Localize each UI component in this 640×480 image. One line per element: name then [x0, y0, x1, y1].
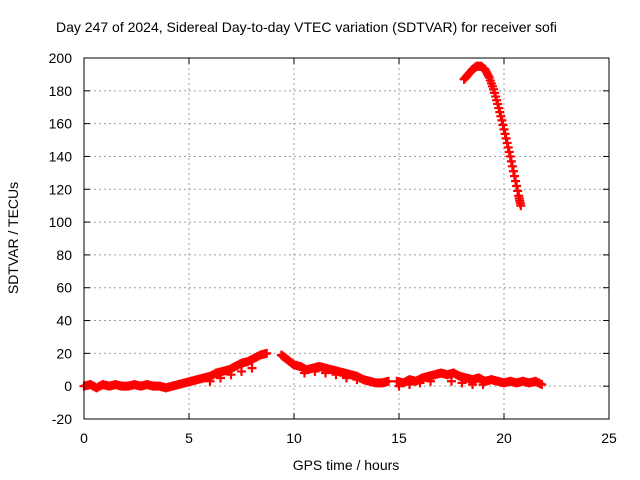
data-point: [384, 376, 393, 386]
y-tick-label: 20: [56, 345, 72, 361]
tick-layer: 0 5 10 15 20 25 -20 0 20 40 60 80 100 120 140 160 180 200: [49, 50, 617, 446]
y-tick-label: 140: [49, 148, 73, 164]
data-point: [405, 380, 414, 390]
grid-layer: [84, 58, 609, 419]
data-layer: [79, 61, 547, 393]
y-tick-label: 180: [49, 83, 73, 99]
y-tick-label: 40: [56, 313, 72, 329]
x-tick-label: 25: [601, 430, 617, 446]
y-tick-label: 200: [49, 50, 73, 66]
data-point: [457, 378, 467, 388]
data-point: [394, 381, 404, 391]
x-tick-label: 15: [391, 430, 407, 446]
data-point: [226, 370, 236, 380]
data-point: [352, 375, 362, 385]
y-tick-label: -20: [52, 411, 72, 427]
data-point: [321, 368, 330, 378]
data-point: [300, 368, 309, 378]
data-point: [516, 201, 526, 211]
data-point: [237, 366, 246, 376]
chart-title: Day 247 of 2024, Sidereal Day-to-day VTE…: [56, 19, 557, 35]
data-series: [79, 61, 547, 393]
y-tick-label: 0: [64, 378, 72, 394]
data-point: [205, 376, 215, 386]
data-point: [342, 373, 351, 383]
data-point: [468, 380, 477, 390]
y-tick-label: 120: [49, 181, 73, 197]
data-point: [415, 378, 425, 388]
y-tick-label: 100: [49, 214, 73, 230]
plot-frame: [83, 57, 610, 420]
y-tick-label: 60: [56, 280, 72, 296]
y-tick-label: 160: [49, 116, 73, 132]
x-tick-label: 10: [286, 430, 302, 446]
data-point: [478, 380, 488, 390]
y-tick-label: 80: [56, 247, 72, 263]
x-axis-label: GPS time / hours: [293, 457, 400, 473]
data-point: [537, 380, 547, 390]
x-tick-label: 20: [496, 430, 512, 446]
x-tick-label: 0: [80, 430, 88, 446]
x-tick-label: 5: [185, 430, 193, 446]
data-point: [447, 376, 456, 386]
data-point: [262, 348, 272, 358]
data-point: [310, 366, 320, 376]
data-point: [247, 363, 257, 373]
data-point: [426, 376, 435, 386]
data-point: [216, 373, 225, 383]
y-axis-label: SDTVAR / TECUs: [5, 182, 21, 294]
data-point: [331, 370, 341, 380]
